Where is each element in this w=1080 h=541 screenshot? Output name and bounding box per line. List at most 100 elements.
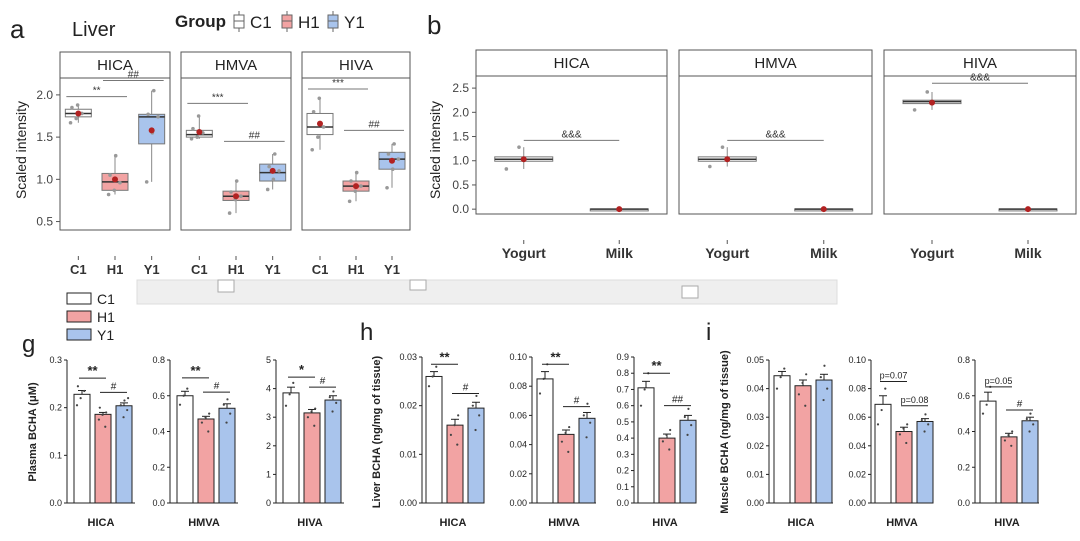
data-point — [453, 424, 456, 427]
data-point — [1010, 444, 1013, 447]
y-tick-label: 2.0 — [452, 105, 469, 119]
data-point — [471, 404, 474, 407]
bar-c1 — [773, 375, 791, 504]
data-point — [311, 109, 316, 114]
bar-h1 — [658, 437, 676, 504]
data-point — [227, 211, 232, 215]
facet-a-hica: HICA 0.5 1.0 1.5 2.0 C1 H1 Y1 ** ## — [36, 51, 171, 277]
bar-h1 — [1000, 436, 1018, 504]
data-point — [779, 376, 782, 379]
bar-c1 — [176, 395, 194, 504]
y-tick-label: 0.2 — [152, 462, 165, 472]
facet-h-hmva: 0.00 0.02 0.04 0.06 0.08 0.10 ** # HMVA — [509, 349, 596, 529]
legend-bottom-key-y1 — [66, 328, 92, 341]
data-point — [925, 90, 930, 94]
significance-label: ** — [651, 358, 662, 373]
mean-marker — [75, 110, 82, 117]
data-point — [313, 424, 316, 427]
data-point — [669, 428, 672, 432]
facet-h-hiva: 0.0 0.1 0.2 0.3 0.4 0.5 0.6 0.7 0.8 0.9 ** ## HIVA — [616, 352, 697, 529]
data-point — [504, 167, 509, 171]
data-point — [478, 414, 481, 417]
data-point — [328, 396, 331, 399]
data-point — [195, 135, 200, 139]
data-point — [474, 428, 477, 432]
data-point — [924, 413, 927, 416]
bar-c1 — [282, 392, 300, 504]
data-point — [317, 96, 322, 101]
mean-marker — [724, 156, 731, 163]
data-point — [927, 423, 930, 426]
data-point — [68, 120, 73, 125]
bar-c1 — [425, 375, 443, 504]
bar-y1 — [578, 417, 596, 504]
significance-label: &&& — [970, 72, 990, 83]
data-point — [74, 116, 79, 121]
data-point — [1032, 423, 1035, 426]
x-tick-label: Y1 — [144, 262, 160, 277]
bar-y1 — [1021, 420, 1039, 504]
x-tick-label: Yogurt — [502, 245, 546, 261]
bar-y1 — [916, 420, 934, 504]
data-point — [234, 179, 239, 183]
x-tick-label: Y1 — [265, 262, 281, 277]
data-point — [475, 394, 478, 398]
facet-title: HMVA — [754, 55, 796, 72]
box-c1 — [185, 114, 213, 141]
significance-label: # — [320, 376, 326, 387]
data-point — [538, 392, 542, 395]
bar-y1 — [467, 407, 485, 504]
data-point — [122, 416, 125, 419]
data-point — [542, 377, 545, 380]
y-tick-label: 0.2 — [616, 466, 629, 476]
y-tick-label: 0.08 — [509, 381, 527, 391]
data-point — [272, 152, 277, 156]
y-tick-label: 0.06 — [848, 412, 866, 422]
chart-b-ylabel: Scaled intensity — [427, 101, 443, 199]
facet-x-label: HMVA — [548, 517, 580, 529]
data-point — [288, 393, 291, 396]
data-point — [686, 433, 689, 436]
y-tick-label: 0.0 — [452, 202, 469, 216]
data-point — [819, 376, 822, 379]
mean-marker — [233, 193, 239, 200]
data-point — [668, 448, 671, 451]
bar-y1 — [115, 405, 133, 504]
legend-bottom-key-c1 — [66, 292, 92, 305]
data-point — [105, 411, 108, 414]
data-point — [189, 137, 194, 141]
data-point — [112, 188, 117, 193]
panel-label-i: i — [706, 319, 711, 346]
data-point — [586, 402, 589, 405]
data-point — [292, 381, 295, 384]
facet-i-hiva: 0.0 0.2 0.4 0.6 0.8 p=0.05 # HIVA — [957, 355, 1039, 529]
data-point — [310, 147, 315, 152]
box-c1 — [64, 103, 92, 125]
data-point — [823, 364, 826, 367]
y-tick-label: 0.3 — [616, 449, 629, 459]
data-point — [204, 416, 207, 419]
data-point — [239, 194, 243, 199]
x-tick-label: C1 — [312, 262, 329, 277]
bar-h1 — [794, 385, 812, 504]
facet-plot-area — [883, 75, 1077, 215]
data-point — [284, 404, 288, 407]
bar-c1 — [536, 378, 554, 504]
y-tick-label: 0.10 — [509, 352, 527, 362]
data-point — [1029, 412, 1032, 415]
data-point — [207, 430, 210, 433]
facet-g-hiva: 0 1 2 3 4 5 * # HIVA — [266, 355, 344, 529]
y-tick-label: 0.4 — [152, 427, 165, 437]
y-tick-label: 1.5 — [452, 130, 469, 144]
significance-label: p=0.05 — [985, 376, 1013, 386]
panel-label-h: h — [360, 319, 373, 346]
data-point — [801, 381, 804, 384]
data-point — [126, 408, 129, 412]
panel-label-b: b — [427, 10, 441, 40]
x-tick-label: C1 — [191, 262, 208, 277]
facet-strip — [475, 49, 668, 77]
significance-label: ** — [87, 363, 98, 378]
data-point — [306, 416, 310, 419]
y-tick-label: 0.00 — [848, 498, 866, 508]
